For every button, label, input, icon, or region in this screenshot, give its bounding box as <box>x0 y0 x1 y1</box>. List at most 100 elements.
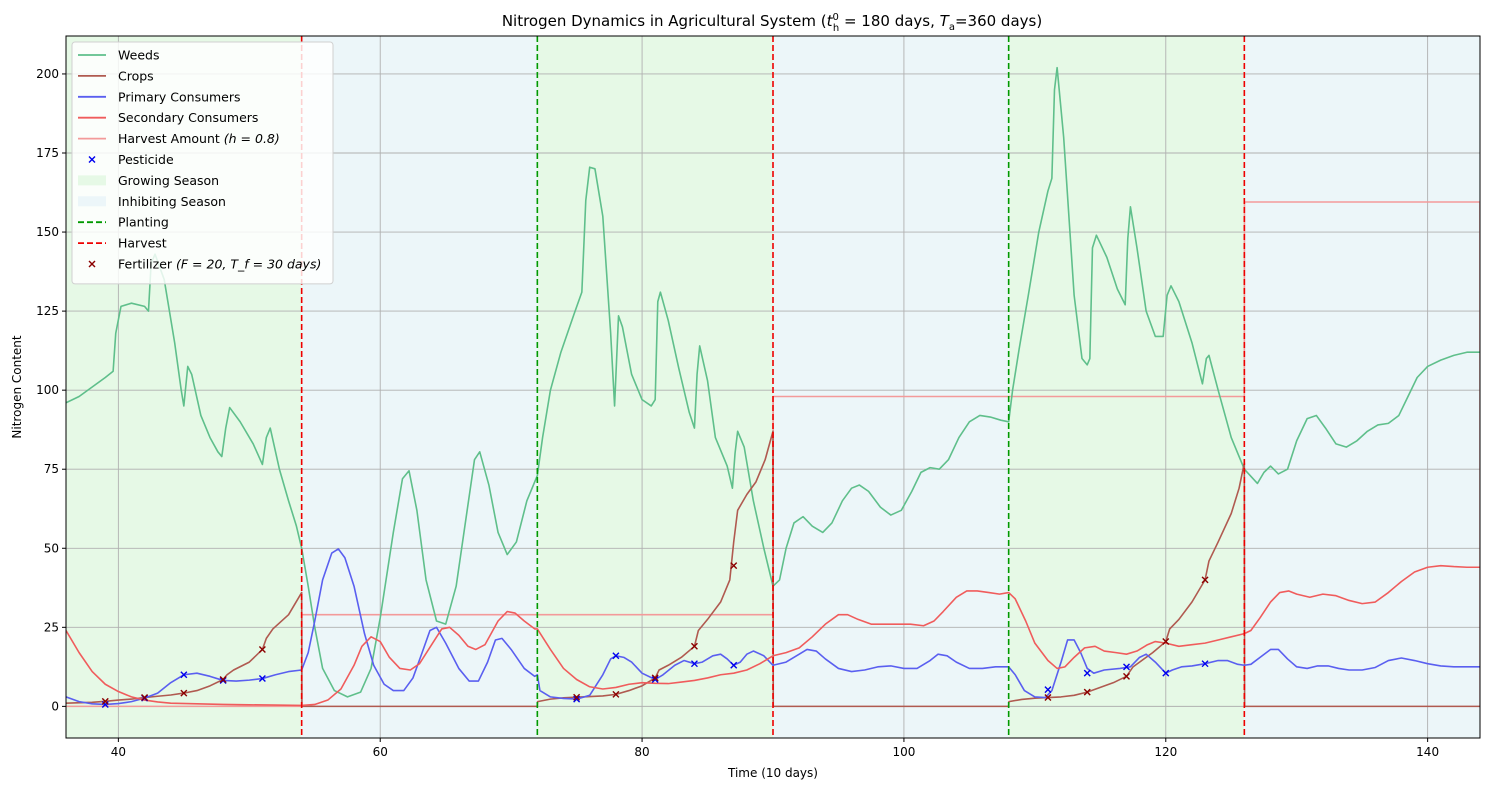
fertilizer-marker <box>1044 694 1052 702</box>
marker-stroke <box>690 660 698 668</box>
legend-label: Inhibiting Season <box>118 194 226 209</box>
legend-label: Weeds <box>118 48 159 63</box>
legend-entry-secondary: Secondary Consumers <box>78 110 258 125</box>
legend-entry-growing: Growing Season <box>78 173 219 188</box>
pesticide-marker <box>1162 669 1170 677</box>
legend-swatch-marker <box>88 156 96 163</box>
marker-stroke <box>141 694 149 702</box>
marker-stroke <box>1044 694 1052 702</box>
legend-swatch-patch <box>78 175 106 186</box>
marker-stroke <box>612 652 620 660</box>
legend-entry-pesticide: Pesticide <box>88 152 174 167</box>
legend-entry-inhibiting: Inhibiting Season <box>78 194 226 209</box>
marker-stroke <box>651 674 659 682</box>
marker-stroke <box>1201 576 1209 584</box>
marker-stroke <box>180 689 188 697</box>
plot-frame <box>65 35 1481 739</box>
pesticide-marker <box>1201 660 1209 668</box>
y-axis-label: Nitrogen Content <box>10 335 24 438</box>
x-tick-label: 120 <box>1154 745 1177 759</box>
x-tick-label: 100 <box>892 745 915 759</box>
legend: Weeds Crops Primary Consumers Secondary Con… <box>71 41 334 285</box>
marker-stroke <box>690 642 698 650</box>
marker-stroke <box>1083 669 1091 677</box>
x-tick-label: 140 <box>1416 745 1439 759</box>
fertilizer-marker <box>101 697 109 705</box>
pesticide-marker <box>730 661 738 669</box>
marker-stroke <box>1044 686 1052 694</box>
marker-stroke <box>651 676 659 683</box>
x-tick-label: 60 <box>373 745 388 759</box>
y-tick-label: 100 <box>36 383 59 397</box>
crops-series-line <box>66 430 1480 708</box>
legend-entry-weeds: Weeds <box>78 48 159 63</box>
legend-label: Crops <box>118 68 154 83</box>
fertilizer-marker <box>1123 672 1130 680</box>
marker-stroke <box>573 693 581 701</box>
y-tick-label: 75 <box>44 462 59 476</box>
growing-season-band <box>1008 36 1245 738</box>
fertilizer-marker <box>1083 688 1091 696</box>
marker-stroke <box>1083 688 1091 696</box>
pesticide-marker <box>1083 669 1091 677</box>
marker-stroke <box>219 676 227 683</box>
fertilizer-marker <box>573 693 581 701</box>
marker-stroke <box>180 671 188 679</box>
y-tick-label: 25 <box>44 620 59 634</box>
marker-stroke <box>573 695 581 703</box>
legend-box <box>71 41 334 285</box>
y-tick-label: 50 <box>44 541 59 555</box>
legend-label: Primary Consumers <box>118 89 241 104</box>
x-tick-label: 80 <box>634 745 649 759</box>
fertilizer-marker <box>612 690 620 698</box>
legend-entry-primary: Primary Consumers <box>78 89 241 104</box>
marker-stroke <box>1162 669 1170 677</box>
legend-label: Harvest Amount (h = 0.8) <box>118 131 280 146</box>
chart-title: Nitrogen Dynamics in Agricultural System… <box>502 12 1042 34</box>
legend-label: Secondary Consumers <box>118 110 258 125</box>
marker-stroke <box>612 690 620 698</box>
legend-label: Harvest <box>118 236 167 251</box>
marker-stroke <box>88 156 96 163</box>
marker-stroke <box>730 661 738 669</box>
marker-stroke <box>1123 663 1130 671</box>
pesticide-marker <box>690 660 698 668</box>
y-tick-label: 175 <box>36 146 59 160</box>
legend-entry-planting: Planting <box>78 215 169 230</box>
inhibiting-season-band <box>773 36 1009 738</box>
event-markers <box>101 562 1209 708</box>
legend-label: Pesticide <box>118 152 174 167</box>
y-tick-label: 125 <box>36 304 59 318</box>
marker-stroke <box>258 645 266 653</box>
legend-entry-harvest_amount: Harvest Amount (h = 0.8) <box>78 131 280 146</box>
secondary-series-line <box>66 564 1480 707</box>
weeds-series-line <box>66 66 1480 698</box>
legend-entry-crops: Crops <box>78 68 154 83</box>
marker-stroke <box>1201 660 1209 668</box>
fertilizer-marker <box>690 642 698 650</box>
marker-stroke <box>101 697 109 705</box>
marker-stroke <box>730 562 738 570</box>
pesticide-marker <box>258 675 266 683</box>
marker-stroke <box>1162 638 1170 646</box>
fertilizer-marker <box>219 676 227 683</box>
legend-label: Fertilizer (F = 20, T_f = 30 days) <box>118 257 321 272</box>
primary-series-line <box>66 548 1480 706</box>
fertilizer-marker <box>1201 576 1209 584</box>
legend-swatch-marker <box>88 260 96 268</box>
pesticide-marker <box>651 676 659 683</box>
fertilizer-marker <box>258 645 266 653</box>
marker-stroke <box>88 260 96 268</box>
legend-entry-fertilizer: Fertilizer (F = 20, T_f = 30 days) <box>88 257 321 272</box>
fertilizer-marker <box>651 674 659 682</box>
pesticide-marker <box>573 695 581 703</box>
fertilizer-marker <box>180 689 188 697</box>
marker-stroke <box>258 675 266 683</box>
legend-label: Growing Season <box>118 173 219 188</box>
y-tick-label: 0 <box>51 699 59 713</box>
legend-swatch-patch <box>78 196 106 207</box>
pesticide-marker <box>1044 686 1052 694</box>
fertilizer-marker <box>141 694 149 702</box>
marker-stroke <box>1123 672 1130 680</box>
